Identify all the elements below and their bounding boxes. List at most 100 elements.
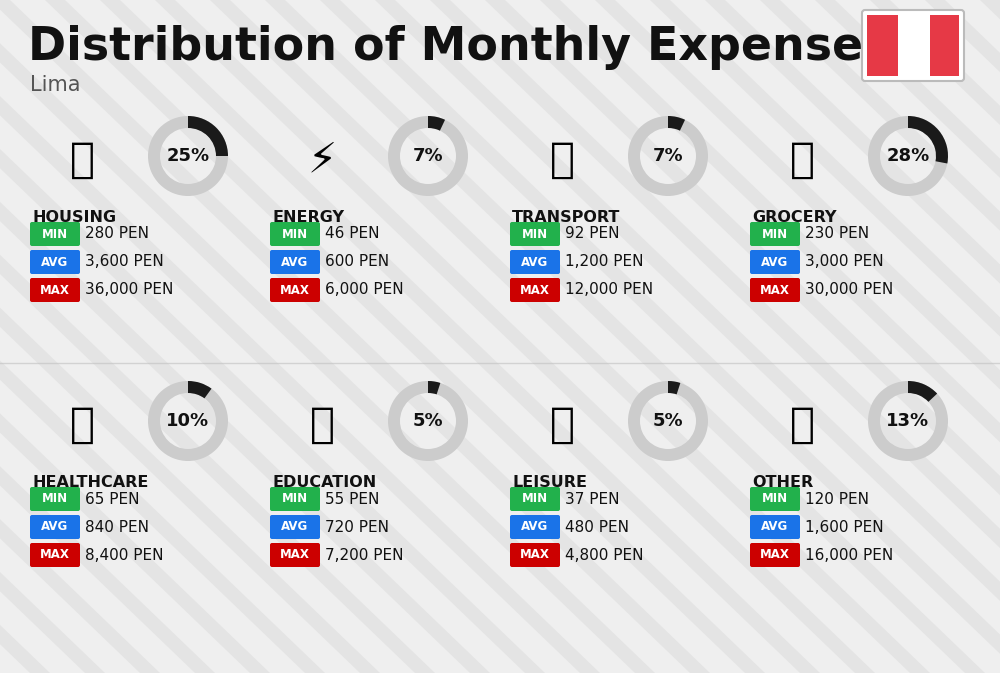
FancyBboxPatch shape [898,15,928,76]
Text: 1,600 PEN: 1,600 PEN [805,520,884,534]
FancyBboxPatch shape [510,222,560,246]
Text: 840 PEN: 840 PEN [85,520,149,534]
Text: 🛒: 🛒 [790,139,814,181]
FancyBboxPatch shape [30,250,80,274]
Text: MIN: MIN [42,493,68,505]
FancyBboxPatch shape [30,543,80,567]
Text: 💰: 💰 [790,404,814,446]
FancyBboxPatch shape [270,515,320,539]
FancyBboxPatch shape [510,515,560,539]
Text: 13%: 13% [886,412,930,430]
Text: MAX: MAX [760,283,790,297]
Text: 🏢: 🏢 [70,139,94,181]
Wedge shape [188,381,212,398]
Text: 92 PEN: 92 PEN [565,227,620,242]
Text: 12,000 PEN: 12,000 PEN [565,283,653,297]
FancyBboxPatch shape [750,515,800,539]
Text: MAX: MAX [280,548,310,561]
Text: MAX: MAX [520,283,550,297]
Text: AVG: AVG [281,256,309,269]
Text: 280 PEN: 280 PEN [85,227,149,242]
FancyBboxPatch shape [30,278,80,302]
Text: 🎓: 🎓 [310,404,334,446]
Text: 55 PEN: 55 PEN [325,491,379,507]
Text: 3,000 PEN: 3,000 PEN [805,254,884,269]
Wedge shape [388,116,468,196]
Wedge shape [628,116,708,196]
Text: MAX: MAX [520,548,550,561]
Text: 600 PEN: 600 PEN [325,254,389,269]
FancyBboxPatch shape [750,278,800,302]
Wedge shape [628,381,708,461]
Wedge shape [428,116,445,131]
Text: MAX: MAX [40,548,70,561]
Text: 10%: 10% [166,412,210,430]
Text: 720 PEN: 720 PEN [325,520,389,534]
FancyBboxPatch shape [270,222,320,246]
Text: HOUSING: HOUSING [32,210,116,225]
Text: 3,600 PEN: 3,600 PEN [85,254,164,269]
Text: 120 PEN: 120 PEN [805,491,869,507]
Text: 16,000 PEN: 16,000 PEN [805,548,893,563]
Text: ENERGY: ENERGY [272,210,344,225]
Text: TRANSPORT: TRANSPORT [512,210,620,225]
Text: Distribution of Monthly Expenses: Distribution of Monthly Expenses [28,25,890,70]
FancyBboxPatch shape [510,487,560,511]
FancyBboxPatch shape [30,487,80,511]
FancyBboxPatch shape [30,222,80,246]
FancyBboxPatch shape [270,250,320,274]
Text: MAX: MAX [40,283,70,297]
Text: 46 PEN: 46 PEN [325,227,380,242]
Text: 🛍: 🛍 [550,404,574,446]
Wedge shape [868,381,948,461]
Text: MIN: MIN [42,227,68,240]
FancyBboxPatch shape [930,15,959,76]
FancyBboxPatch shape [750,250,800,274]
Wedge shape [868,116,948,196]
Text: 8,400 PEN: 8,400 PEN [85,548,164,563]
Text: 🚌: 🚌 [550,139,574,181]
Text: MIN: MIN [282,493,308,505]
Wedge shape [148,381,228,461]
Wedge shape [908,381,937,402]
Text: 25%: 25% [166,147,210,165]
Text: MAX: MAX [280,283,310,297]
Text: OTHER: OTHER [752,475,813,490]
Text: 7%: 7% [653,147,683,165]
FancyBboxPatch shape [862,10,964,81]
Text: 💓: 💓 [70,404,94,446]
Text: 28%: 28% [886,147,930,165]
Text: 37 PEN: 37 PEN [565,491,620,507]
Text: EDUCATION: EDUCATION [272,475,376,490]
Text: AVG: AVG [41,256,69,269]
FancyBboxPatch shape [270,278,320,302]
Text: 7%: 7% [413,147,443,165]
Wedge shape [668,381,680,394]
FancyBboxPatch shape [270,543,320,567]
Text: 36,000 PEN: 36,000 PEN [85,283,173,297]
Text: 5%: 5% [413,412,443,430]
Text: 4,800 PEN: 4,800 PEN [565,548,644,563]
FancyBboxPatch shape [750,487,800,511]
Text: AVG: AVG [521,256,549,269]
Wedge shape [428,381,440,394]
FancyBboxPatch shape [30,515,80,539]
FancyBboxPatch shape [750,543,800,567]
Text: AVG: AVG [41,520,69,534]
Text: 480 PEN: 480 PEN [565,520,629,534]
FancyBboxPatch shape [510,250,560,274]
Text: 65 PEN: 65 PEN [85,491,140,507]
Text: AVG: AVG [761,520,789,534]
Text: 1,200 PEN: 1,200 PEN [565,254,644,269]
Text: ⚡: ⚡ [307,139,337,181]
Wedge shape [668,116,685,131]
Text: 6,000 PEN: 6,000 PEN [325,283,404,297]
Text: 30,000 PEN: 30,000 PEN [805,283,893,297]
FancyBboxPatch shape [750,222,800,246]
Text: MIN: MIN [522,227,548,240]
Text: MIN: MIN [522,493,548,505]
Text: 7,200 PEN: 7,200 PEN [325,548,404,563]
Text: GROCERY: GROCERY [752,210,836,225]
FancyBboxPatch shape [867,15,898,76]
FancyBboxPatch shape [510,543,560,567]
